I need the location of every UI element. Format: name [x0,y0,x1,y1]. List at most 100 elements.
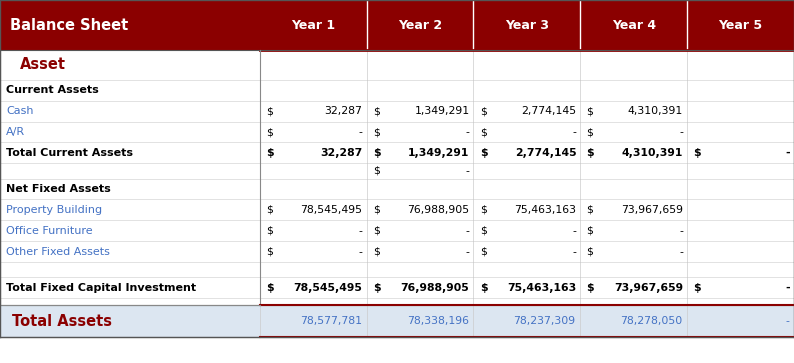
Bar [0,262,794,277]
Text: $: $ [266,148,274,158]
Bar [0,122,794,142]
Text: 78,545,495: 78,545,495 [294,283,363,293]
Text: -: - [785,148,790,158]
Text: 1,349,291: 1,349,291 [408,148,469,158]
Text: $: $ [480,226,487,236]
Text: -: - [465,246,469,257]
Text: $: $ [266,106,273,116]
Text: Total Current Assets: Total Current Assets [6,148,133,158]
Text: Year 4: Year 4 [611,19,656,32]
Text: $: $ [480,106,487,116]
Bar [0,298,794,305]
Bar [0,277,794,298]
Bar [0,241,794,262]
Text: Current Assets: Current Assets [6,85,99,95]
Text: Property Building: Property Building [6,205,102,215]
Bar [0,80,794,101]
Text: 2,774,145: 2,774,145 [515,148,576,158]
Text: 1,349,291: 1,349,291 [414,106,469,116]
Text: $: $ [373,283,380,293]
Text: 76,988,905: 76,988,905 [401,283,469,293]
Text: $: $ [587,283,594,293]
Text: 4,310,391: 4,310,391 [628,106,683,116]
Text: $: $ [266,246,273,257]
Text: Balance Sheet: Balance Sheet [10,17,128,33]
Text: -: - [359,127,363,137]
Text: 78,338,196: 78,338,196 [407,317,468,326]
Text: -: - [572,226,576,236]
Text: $: $ [373,226,380,236]
Text: $: $ [587,246,593,257]
Bar [0,163,794,179]
Text: -: - [680,246,683,257]
Text: -: - [572,127,576,137]
Text: $: $ [587,127,593,137]
Text: $: $ [266,226,273,236]
Text: $: $ [373,127,380,137]
Text: 76,988,905: 76,988,905 [407,205,469,215]
Bar [260,0,367,50]
Text: Cash: Cash [6,106,34,116]
Text: -: - [359,246,363,257]
Text: Other Fixed Assets: Other Fixed Assets [6,246,110,257]
Text: 32,287: 32,287 [325,106,363,116]
Bar [0,305,794,338]
Text: 73,967,659: 73,967,659 [614,283,683,293]
Text: Year 2: Year 2 [398,19,442,32]
Text: Total Fixed Capital Investment: Total Fixed Capital Investment [6,283,196,293]
Text: 78,237,309: 78,237,309 [514,317,576,326]
Text: -: - [359,226,363,236]
Bar [473,0,580,50]
Text: $: $ [480,127,487,137]
Text: $: $ [587,205,593,215]
Text: $: $ [373,246,380,257]
Text: Total Assets: Total Assets [12,314,112,329]
Text: $: $ [373,148,380,158]
Text: 75,463,163: 75,463,163 [507,283,576,293]
Text: Net Fixed Assets: Net Fixed Assets [6,184,111,194]
Text: Year 3: Year 3 [505,19,549,32]
Text: $: $ [266,283,274,293]
Text: $: $ [480,205,487,215]
Text: Year 5: Year 5 [719,19,762,32]
Bar [0,179,794,200]
Text: -: - [680,226,683,236]
Text: $: $ [373,106,380,116]
Text: -: - [465,166,469,176]
Text: $: $ [373,205,380,215]
Text: 78,577,781: 78,577,781 [300,317,362,326]
Text: Asset: Asset [20,57,66,73]
Text: 32,287: 32,287 [320,148,363,158]
Bar [580,0,687,50]
Bar [0,0,260,50]
Text: $: $ [266,127,273,137]
Text: 73,967,659: 73,967,659 [621,205,683,215]
Text: $: $ [587,148,594,158]
Bar [687,0,794,50]
Text: $: $ [693,148,701,158]
Text: -: - [465,127,469,137]
Bar [0,101,794,122]
Text: -: - [465,226,469,236]
Text: Year 1: Year 1 [291,19,335,32]
Text: $: $ [480,246,487,257]
Bar [367,0,473,50]
Text: -: - [785,283,790,293]
Text: 78,545,495: 78,545,495 [301,205,363,215]
Bar [0,220,794,241]
Text: Office Furniture: Office Furniture [6,226,93,236]
Text: $: $ [373,166,380,176]
Bar [0,50,794,306]
Text: -: - [572,246,576,257]
Bar [0,50,794,80]
Text: 2,774,145: 2,774,145 [521,106,576,116]
Text: $: $ [693,283,701,293]
Bar [0,142,794,163]
Text: $: $ [480,283,488,293]
Text: $: $ [587,106,593,116]
Text: -: - [680,127,683,137]
Text: 78,278,050: 78,278,050 [620,317,682,326]
Text: A/R: A/R [6,127,25,137]
Text: -: - [785,317,789,326]
Text: 4,310,391: 4,310,391 [622,148,683,158]
